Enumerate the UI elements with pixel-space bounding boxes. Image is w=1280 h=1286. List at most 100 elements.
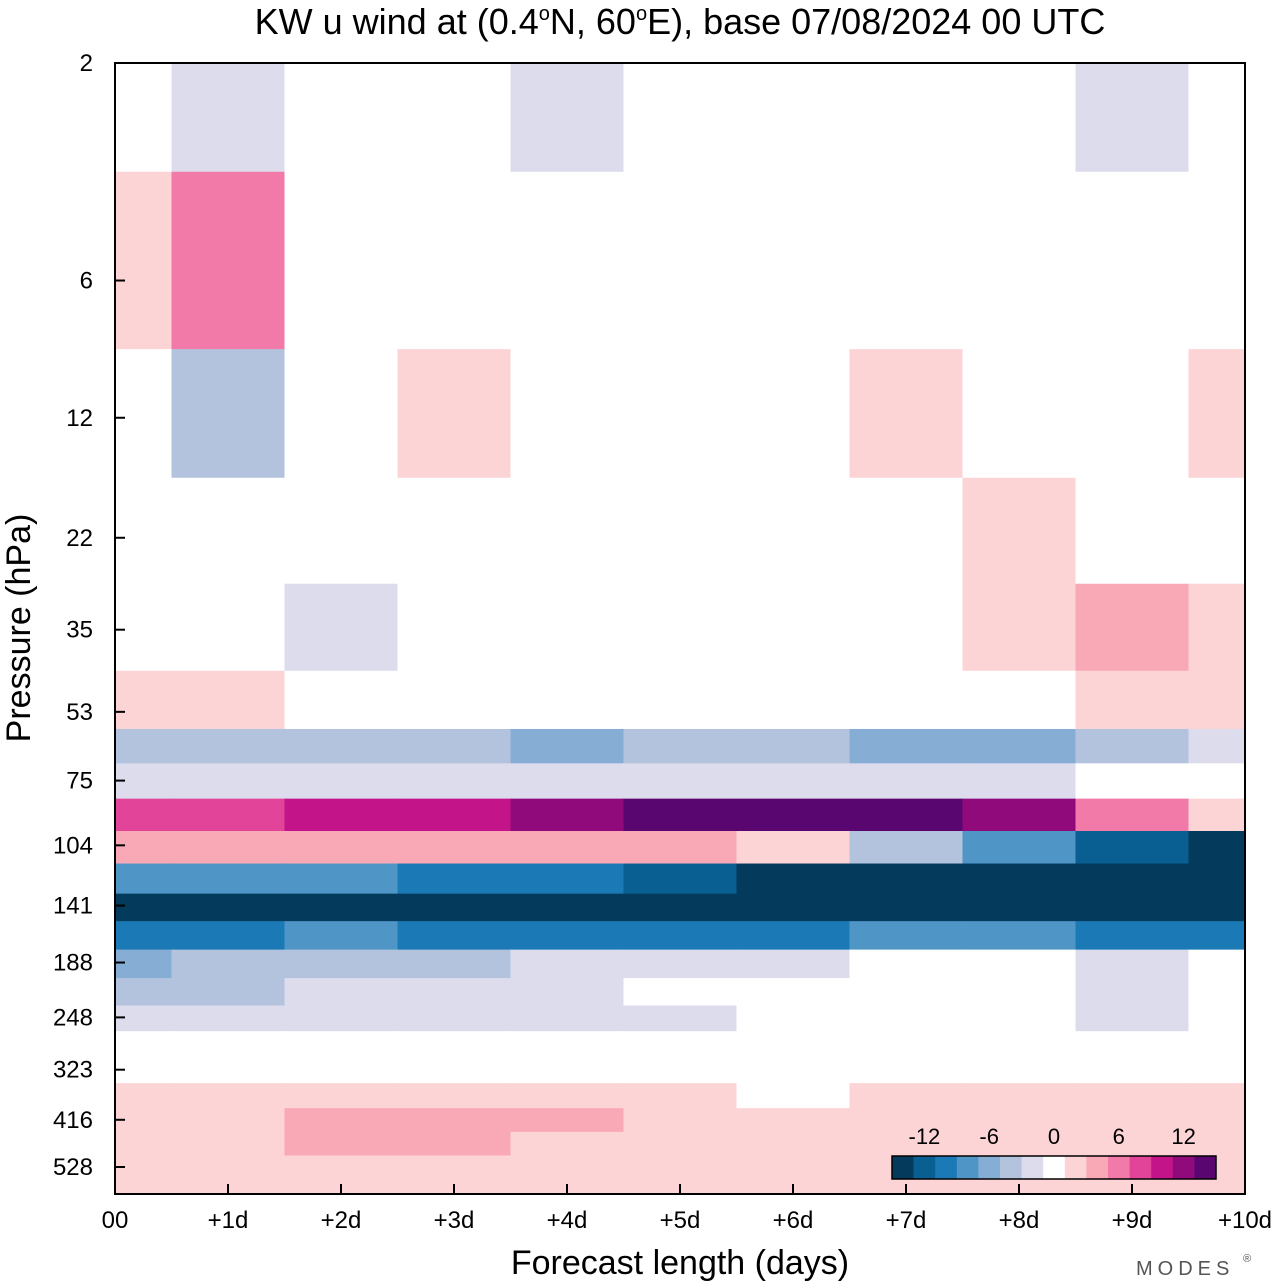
heatmap-cell: [962, 863, 1076, 895]
heatmap-cell: [115, 63, 172, 173]
heatmap-cell: [849, 670, 963, 730]
y-tick-label: 2: [80, 50, 93, 77]
colorbar-swatch: [1021, 1156, 1044, 1179]
heatmap-cell: [397, 763, 511, 800]
heatmap-cell: [510, 978, 624, 1007]
heatmap-cell: [849, 728, 963, 764]
heatmap-cell: [284, 949, 398, 979]
heatmap-cell: [1075, 477, 1189, 585]
heatmap-cell: [623, 1005, 737, 1032]
heatmap-cell: [736, 1057, 850, 1084]
heatmap-cell: [510, 1131, 624, 1156]
heatmap-cell: [510, 1005, 624, 1032]
heatmap-cell: [736, 477, 850, 585]
x-tick-label: +8d: [999, 1207, 1040, 1234]
heatmap-cell: [1188, 978, 1246, 1007]
heatmap-cell: [510, 728, 624, 764]
heatmap-cell: [962, 921, 1076, 951]
heatmap-cell: [736, 728, 850, 764]
heatmap-cell: [397, 893, 511, 922]
colorbar-swatch: [1172, 1156, 1195, 1179]
colorbar-tick-label: -6: [979, 1124, 999, 1149]
heatmap-cell: [115, 978, 172, 1007]
heatmap-cell: [736, 670, 850, 730]
heatmap-cell: [115, 171, 172, 350]
heatmap-cell: [284, 1083, 398, 1109]
heatmap-cell: [1188, 1108, 1246, 1133]
heatmap-cell: [1188, 1005, 1246, 1032]
heatmap-cell: [115, 831, 172, 865]
heatmap-cell: [171, 798, 285, 832]
heatmap-cell: [1188, 831, 1246, 865]
colorbar-swatch: [892, 1156, 914, 1179]
colorbar-swatch: [1194, 1156, 1217, 1179]
heatmap-cell: [397, 1083, 511, 1109]
heatmap-cell: [171, 978, 285, 1007]
heatmap-cell: [284, 477, 398, 585]
heatmap-cell: [397, 728, 511, 764]
x-axis-label: Forecast length (days): [511, 1244, 849, 1282]
heatmap-cell: [962, 1083, 1076, 1109]
heatmap-cell: [115, 1083, 172, 1109]
heatmap-cell: [171, 863, 285, 895]
x-tick-label: +7d: [886, 1207, 927, 1234]
x-tick-label: 00: [102, 1207, 129, 1234]
heatmap-cell: [1075, 1131, 1189, 1156]
y-tick-label: 188: [53, 950, 93, 977]
heatmap-cell: [510, 893, 624, 922]
heatmap-cell: [849, 863, 963, 895]
y-axis: 2 6 12 22 35 53 75 104 141 188 248 323 416 528: [53, 50, 125, 1181]
heatmap-cell: [736, 831, 850, 865]
heatmap-cell: [962, 893, 1076, 922]
heatmap-cell: [1075, 728, 1189, 764]
heatmap-cell: [849, 1057, 963, 1084]
heatmap-cell: [510, 171, 624, 350]
x-tick-label: +3d: [434, 1207, 475, 1234]
colorbar-tick-label: 12: [1171, 1124, 1195, 1149]
heatmap-cell: [284, 1057, 398, 1084]
y-tick-label: 12: [66, 405, 93, 432]
heatmap-cell: [115, 477, 172, 585]
heatmap-cell: [115, 863, 172, 895]
heatmap-cell: [1075, 1083, 1189, 1109]
heatmap-cell: [115, 921, 172, 951]
heatmap-cell: [849, 1083, 963, 1109]
y-tick-label: 22: [66, 525, 93, 552]
heatmap-cell: [397, 477, 511, 585]
colorbar-swatch: [978, 1156, 1001, 1179]
heatmap-cell: [962, 1031, 1076, 1058]
heatmap-cell: [1188, 171, 1246, 350]
heatmap-cell: [1188, 728, 1246, 764]
y-axis-label: Pressure (hPa): [0, 514, 38, 743]
heatmap-cell: [962, 728, 1076, 764]
y-tick-label: 416: [53, 1107, 93, 1134]
heatmap-cell: [849, 921, 963, 951]
heatmap-cell: [962, 349, 1076, 479]
heatmap-cell: [623, 1083, 737, 1109]
heatmap-cell: [510, 1057, 624, 1084]
heatmap-cell: [1188, 949, 1246, 979]
heatmap-cell: [623, 921, 737, 951]
heatmap-cell: [397, 670, 511, 730]
heatmap-cell: [115, 1155, 172, 1195]
heatmap-cell: [1188, 863, 1246, 895]
brand-logo: MODES: [1136, 1258, 1234, 1280]
heatmap-cell: [962, 1057, 1076, 1084]
x-tick-label: +4d: [547, 1207, 588, 1234]
heatmap-cell: [1075, 798, 1189, 832]
y-tick-label: 35: [66, 617, 93, 644]
heatmap-cell: [115, 949, 172, 979]
heatmap-cell: [510, 1083, 624, 1109]
heatmap-cell: [736, 1108, 850, 1133]
heatmap-cell: [962, 763, 1076, 800]
heatmap-cell: [115, 349, 172, 479]
heatmap-cell: [171, 171, 285, 350]
heatmap-cell: [962, 583, 1076, 672]
colorbar: -12 -6 0 6 12: [891, 1124, 1217, 1180]
heatmap-cell: [1188, 349, 1246, 479]
heatmap-cell: [284, 670, 398, 730]
heatmap-cell: [397, 1131, 511, 1156]
heatmap-cell: [171, 1057, 285, 1084]
heatmap-cell: [115, 583, 172, 672]
heatmap-cell: [1075, 921, 1189, 951]
